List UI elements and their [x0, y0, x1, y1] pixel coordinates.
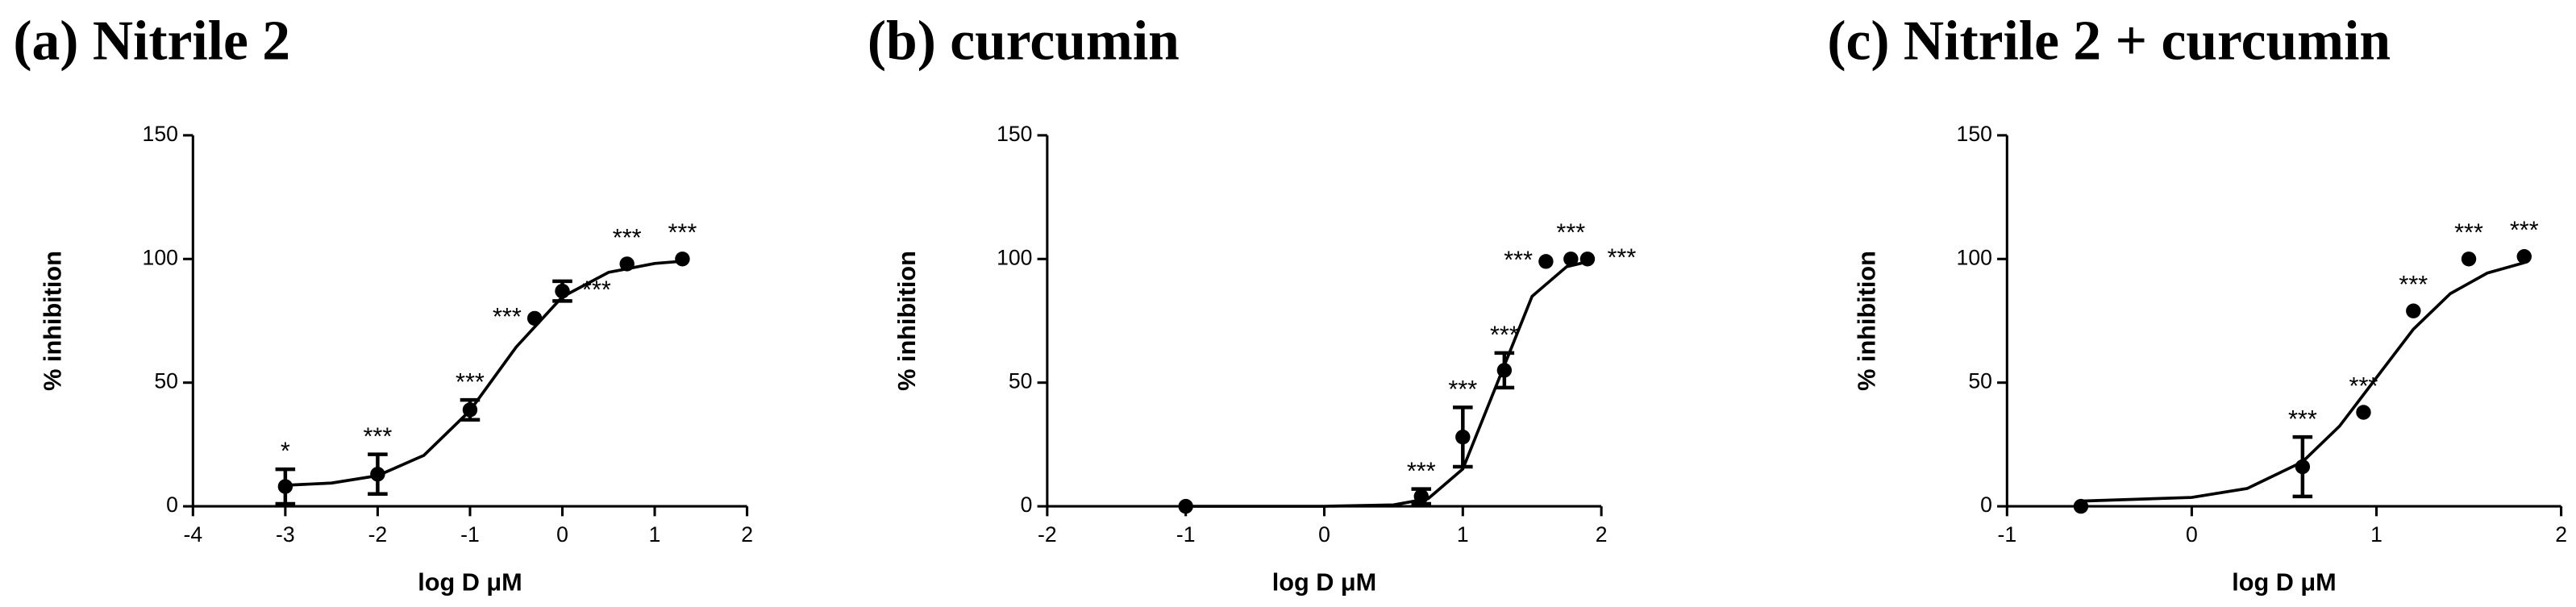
x-tick-label: -1: [1176, 522, 1196, 547]
y-axis-label: % inhibition: [39, 251, 67, 391]
y-tick-label: 150: [143, 122, 178, 146]
significance-label: ***: [493, 302, 522, 331]
y-tick-label: 100: [1957, 245, 1992, 269]
y-tick-label: 100: [997, 245, 1032, 269]
significance-label: ***: [2510, 216, 2539, 244]
chart-title: (c) Nitrile 2 + curcumin: [1827, 10, 2391, 72]
significance-label: ***: [668, 218, 697, 247]
x-tick-label: 1: [649, 522, 661, 547]
data-point: [619, 256, 635, 272]
significance-label: ***: [1556, 218, 1585, 247]
x-tick-label: 2: [2555, 522, 2567, 547]
y-tick-label: 0: [1021, 493, 1033, 517]
data-point: [1538, 254, 1554, 269]
data-point: [2356, 405, 2371, 420]
x-tick-label: 0: [1318, 522, 1330, 547]
data-point: [1563, 252, 1579, 267]
x-axis-label: log D μM: [418, 568, 522, 596]
data-point: [462, 402, 478, 418]
x-tick-label: 1: [2370, 522, 2382, 547]
x-tick-label: 0: [556, 522, 568, 547]
data-point: [526, 310, 543, 326]
data-point: [2073, 498, 2089, 514]
y-tick-label: 150: [997, 122, 1032, 146]
fit-curve: [2080, 261, 2525, 503]
significance-label: ***: [582, 275, 611, 303]
data-point: [1579, 252, 1596, 267]
data-point: [2516, 249, 2532, 264]
data-point: [555, 283, 570, 299]
data-point: [2461, 252, 2477, 267]
y-tick-label: 150: [1957, 122, 1992, 146]
x-axis-label: log D μM: [2232, 568, 2337, 596]
data-point: [277, 479, 293, 494]
x-tick-label: -1: [460, 522, 480, 547]
fit-curve: [1185, 260, 1588, 508]
significance-label: ***: [2399, 270, 2428, 298]
data-point: [675, 252, 690, 267]
chart-title: (a) Nitrile 2: [13, 10, 290, 72]
data-point: [370, 467, 385, 482]
chart-title: (b) curcumin: [868, 10, 1180, 72]
x-tick-label: -4: [183, 522, 202, 547]
significance-label: ***: [2454, 218, 2483, 247]
data-point: [1455, 429, 1471, 445]
significance-label: ***: [613, 223, 642, 252]
significance-label: ***: [2288, 405, 2317, 433]
y-tick-label: 100: [143, 245, 178, 269]
significance-label: ***: [1504, 245, 1533, 273]
x-tick-label: 2: [741, 522, 753, 547]
y-axis-label: % inhibition: [1853, 251, 1881, 391]
x-tick-label: 2: [1596, 522, 1608, 547]
x-tick-label: -1: [1997, 522, 2016, 547]
x-tick-label: 1: [1457, 522, 1469, 547]
significance-label: *: [281, 437, 290, 465]
x-axis-label: log D μM: [1272, 568, 1377, 596]
x-tick-label: -2: [1038, 522, 1057, 547]
y-tick-label: 0: [1980, 493, 1992, 517]
y-tick-label: 50: [1009, 369, 1033, 393]
x-tick-label: 0: [2186, 522, 2198, 547]
y-tick-label: 50: [154, 369, 178, 393]
significance-label: ***: [1407, 456, 1436, 484]
data-point: [1413, 489, 1429, 505]
data-point: [1178, 498, 1193, 514]
x-tick-label: -2: [368, 522, 388, 547]
significance-label: ***: [1448, 375, 1477, 403]
significance-label: ***: [364, 422, 393, 450]
significance-label: ***: [2349, 372, 2378, 400]
data-point: [2406, 303, 2421, 318]
significance-label: ***: [456, 368, 485, 396]
data-point: [1496, 363, 1513, 378]
y-axis-label: % inhibition: [893, 251, 921, 391]
x-tick-label: -3: [276, 522, 295, 547]
y-tick-label: 50: [1968, 369, 1992, 393]
significance-label: ***: [1490, 321, 1519, 349]
data-point: [2295, 459, 2311, 475]
significance-label: ***: [1607, 243, 1636, 271]
y-tick-label: 0: [166, 493, 178, 517]
